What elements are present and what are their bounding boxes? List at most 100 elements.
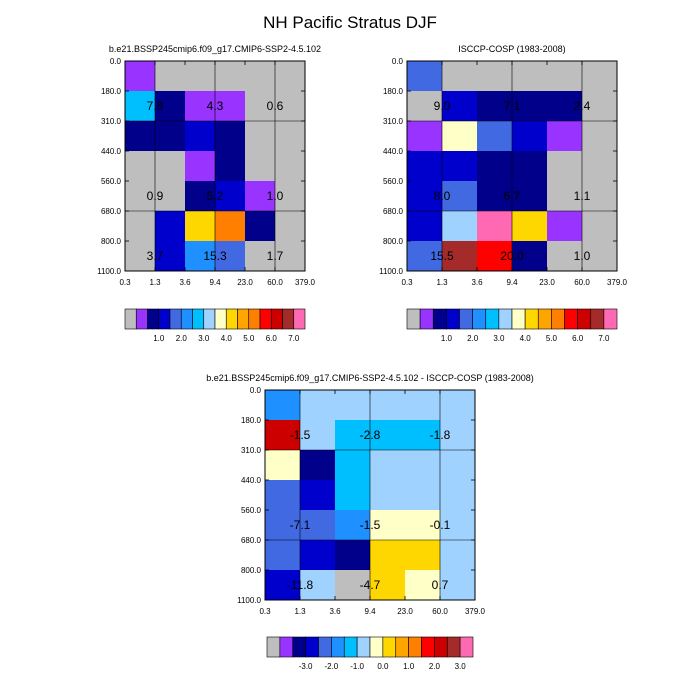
colorbar-swatch (293, 308, 306, 330)
heatmap-cell (407, 181, 443, 212)
colorbar-label: 1.0 (403, 662, 415, 671)
y-tick-label: 680.0 (101, 207, 122, 216)
colorbar-swatch (406, 308, 421, 330)
colorbar-swatch (192, 308, 205, 330)
heatmap-cell (215, 121, 246, 152)
y-tick-label: 800.0 (101, 237, 122, 246)
x-tick-label: 1.3 (436, 278, 448, 287)
colorbar-swatch (395, 636, 409, 658)
cell-value-label: 15.5 (430, 249, 454, 263)
x-tick-label: 23.0 (397, 607, 413, 616)
y-tick-label: 680.0 (241, 536, 262, 545)
heatmap-cell (245, 211, 276, 242)
heatmap-cell (477, 151, 513, 182)
heatmap-cell (477, 121, 513, 152)
heatmap-cell (300, 420, 336, 451)
heatmap-cell (512, 181, 548, 212)
heatmap-cell (442, 61, 478, 92)
heatmap-cell (265, 480, 301, 511)
heatmap-cell (245, 121, 276, 152)
heatmap-cell (275, 151, 306, 182)
colorbar-label: 5.0 (546, 334, 558, 343)
x-tick-label: 9.4 (506, 278, 518, 287)
heatmap-cell (582, 211, 618, 242)
colorbar-label: 2.0 (176, 334, 188, 343)
colorbar-swatch (237, 308, 250, 330)
colorbar-label: -1.0 (350, 662, 364, 671)
colorbar-swatch (369, 636, 384, 658)
heatmap-cell (245, 241, 276, 272)
heatmap-cell (407, 151, 443, 182)
colorbar-swatch (292, 636, 306, 658)
heatmap-cell (407, 91, 443, 122)
colorbar-swatch (446, 308, 460, 330)
heatmap-cell (215, 181, 246, 212)
y-tick-label: 800.0 (241, 566, 262, 575)
heatmap-cell (155, 151, 186, 182)
y-tick-label: 1100.0 (379, 267, 403, 276)
heatmap-cell (185, 211, 216, 242)
x-tick-label: 0.3 (119, 278, 131, 287)
panel-title: b.e21.BSSP245cmip6.f09_g17.CMIP6-SSP2-4.… (109, 44, 321, 54)
cell-value-label: 1.1 (574, 189, 591, 203)
heatmap-cell (440, 390, 476, 421)
heatmap-cell (245, 91, 276, 122)
colorbar-label: 0.0 (377, 662, 389, 671)
colorbar-swatch (279, 636, 294, 658)
y-tick-label: 310.0 (241, 446, 262, 455)
y-tick-label: 0.0 (110, 57, 122, 66)
heatmap-cell (185, 121, 216, 152)
heatmap-cell (407, 241, 443, 272)
heatmap-cell (265, 570, 301, 601)
heatmap-cell (265, 420, 301, 451)
heatmap-cell (442, 211, 478, 242)
cell-value-label: 1.7 (267, 249, 284, 263)
y-tick-label: 0.0 (392, 57, 404, 66)
colorbar-label: 6.0 (572, 334, 584, 343)
x-tick-label: 1.3 (294, 607, 306, 616)
heatmap-cell (547, 241, 583, 272)
colorbar-swatch (446, 636, 461, 658)
colorbar-label: -2.0 (324, 662, 338, 671)
heatmap-cell (215, 211, 246, 242)
colorbar-swatch (180, 308, 193, 330)
colorbar-swatch (421, 636, 435, 658)
heatmap-cell (440, 510, 476, 541)
colorbar-swatch (485, 308, 500, 330)
cell-value-label: -1.5 (360, 518, 381, 532)
colorbar-swatch (382, 636, 397, 658)
heatmap-cell (407, 121, 443, 152)
panel-title: ISCCP-COSP (1983-2008) (458, 44, 565, 54)
colorbar-swatch (498, 308, 513, 330)
heatmap-cell (265, 510, 301, 541)
colorbar-swatch (318, 636, 332, 658)
y-tick-label: 560.0 (241, 506, 262, 515)
colorbar-swatch (408, 636, 422, 658)
heatmap-cell (440, 450, 476, 481)
heatmap-cell (335, 480, 371, 511)
colorbar-swatch (537, 308, 552, 330)
cell-value-label: -2.8 (360, 428, 381, 442)
heatmap-cell (582, 151, 618, 182)
heatmap-cell (440, 480, 476, 511)
colorbar-swatch (356, 636, 371, 658)
cell-value-label: 6.7 (504, 189, 521, 203)
heatmap-cell (265, 540, 301, 571)
heatmap-cell (125, 181, 156, 212)
colorbar-swatch (282, 308, 295, 330)
colorbar-label: 1.0 (441, 334, 453, 343)
heatmap-cell (335, 540, 371, 571)
panel-observation: ISCCP-COSP (1983-2008) 0.0 180.0 310.0 440.0… (379, 44, 627, 343)
heatmap-cell (185, 241, 216, 272)
x-tick-label: 0.3 (401, 278, 413, 287)
heatmap-cell (275, 91, 306, 122)
heatmap-cell (405, 510, 441, 541)
x-tick-label: 9.4 (364, 607, 376, 616)
heatmap-cell (547, 91, 583, 122)
heatmap-cell (370, 420, 406, 451)
heatmap-cell (125, 91, 156, 122)
panel-title: b.e21.BSSP245cmip6.f09_g17.CMIP6-SSP2-4.… (206, 373, 534, 383)
colorbar-swatch (259, 308, 272, 330)
heatmap-cell (547, 181, 583, 212)
heatmap-cell (335, 570, 371, 601)
